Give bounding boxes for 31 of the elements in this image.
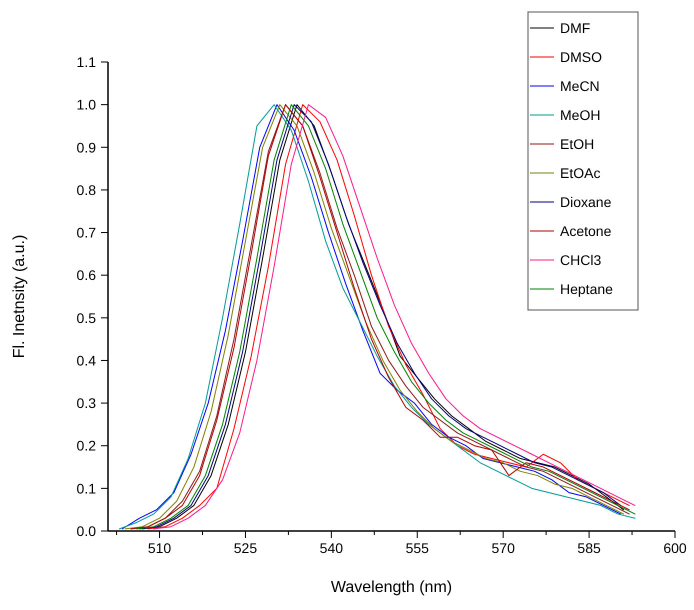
x-tick-label: 600	[663, 540, 687, 556]
x-axis-title: Wavelength (nm)	[330, 579, 452, 596]
y-axis-title: Fl. Inetnsity (a.u.)	[11, 234, 28, 358]
y-tick-label: 0.4	[76, 352, 96, 368]
x-tick-label: 540	[320, 540, 344, 556]
legend-label: EtOAc	[560, 165, 600, 181]
y-tick-label: 1.0	[76, 96, 96, 113]
x-tick-label: 555	[406, 540, 430, 556]
legend-label: DMF	[560, 20, 590, 36]
y-tick-label: 1.1	[76, 54, 96, 70]
y-tick-label: 0.7	[76, 224, 96, 241]
legend-label: MeOH	[560, 107, 600, 123]
y-tick-label: 0.1	[76, 480, 96, 496]
y-tick-label: 0.5	[76, 310, 96, 326]
x-tick-label: 585	[577, 540, 601, 556]
legend-label: EtOH	[560, 136, 594, 152]
y-tick-label: 0.9	[76, 139, 96, 156]
legend-label: Dioxane	[560, 194, 612, 210]
y-tick-label: 0.0	[76, 523, 96, 539]
legend-label: MeCN	[560, 78, 600, 94]
legend-label: Acetone	[560, 223, 612, 239]
legend-label: Heptane	[560, 281, 614, 297]
y-tick-label: 0.8	[76, 182, 96, 198]
x-tick-label: 570	[492, 540, 516, 556]
x-tick-label: 525	[234, 540, 258, 556]
legend-label: DMSO	[560, 49, 602, 65]
y-tick-label: 0.6	[76, 267, 96, 284]
y-tick-label: 0.3	[76, 395, 96, 412]
y-tick-label: 0.2	[76, 438, 96, 454]
legend-label: CHCl3	[560, 252, 602, 268]
x-tick-label: 510	[148, 540, 172, 556]
